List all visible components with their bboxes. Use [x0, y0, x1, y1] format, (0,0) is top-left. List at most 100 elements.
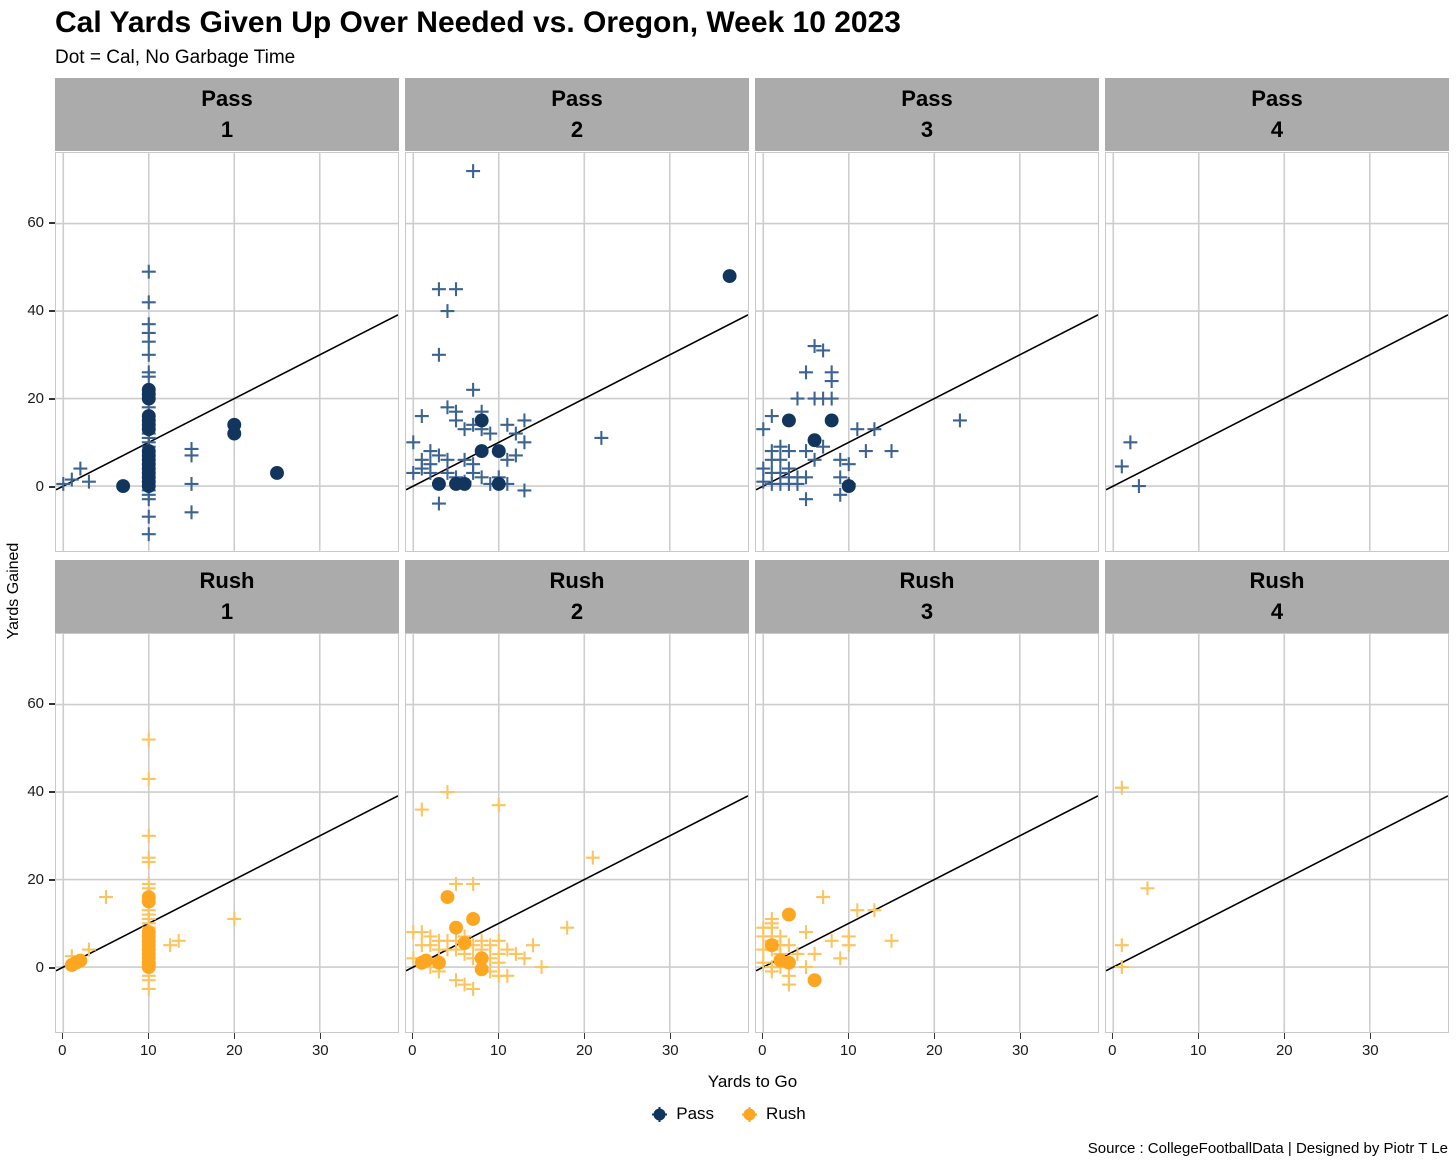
facet-down-label: 3	[920, 116, 934, 142]
cal-dot	[474, 444, 489, 459]
x-axis-title: Yards to Go	[707, 1072, 798, 1091]
play-cross	[1114, 780, 1129, 795]
x-axis-tick-label: 20	[225, 1042, 243, 1059]
play-cross	[884, 933, 899, 948]
facet-down-label: 1	[220, 598, 234, 624]
play-cross	[227, 912, 242, 926]
cal-dot	[491, 444, 506, 459]
legend-dot-glyph	[653, 1108, 666, 1120]
play-cross	[799, 470, 813, 485]
play-cross	[534, 960, 549, 975]
play-cross	[466, 164, 481, 179]
facet-down-label: 4	[1270, 116, 1284, 142]
play-cross	[423, 444, 438, 459]
play-cross	[517, 951, 532, 966]
facet-strip-pass-3: Pass 3	[755, 78, 1099, 151]
play-cross	[952, 413, 967, 428]
cal-dot	[474, 962, 489, 977]
play-cross	[81, 942, 96, 957]
play-cross	[1114, 459, 1129, 474]
facet-plot-pass-1	[56, 153, 398, 551]
play-cross	[449, 973, 463, 988]
cal-dot	[431, 955, 446, 970]
play-cross	[141, 492, 156, 507]
x-axis-tick-label: 30	[661, 1042, 679, 1059]
play-cross	[431, 448, 446, 463]
play-cross	[414, 461, 429, 476]
play-cross	[466, 982, 481, 996]
play-cross	[440, 400, 455, 415]
play-cross	[483, 938, 498, 953]
identity-line	[56, 314, 398, 491]
play-cross	[141, 772, 156, 786]
play-cross	[756, 461, 771, 476]
play-cross	[99, 890, 113, 905]
cal-dot	[73, 953, 88, 968]
y-axis-tick	[49, 486, 55, 488]
facet-group-label: Pass	[201, 86, 253, 112]
y-axis-tick	[49, 398, 55, 400]
play-cross	[858, 444, 873, 459]
play-cross	[799, 444, 813, 459]
play-cross	[64, 472, 79, 487]
cal-dot	[824, 413, 839, 428]
y-axis-tick-label: 0	[35, 477, 44, 495]
x-axis-tick-label: 10	[489, 1042, 507, 1059]
play-cross	[491, 798, 506, 813]
facet-plot-rush-1	[56, 634, 398, 1032]
cal-dot	[141, 960, 156, 975]
chart-title: Cal Yards Given Up Over Needed vs. Orego…	[55, 6, 901, 39]
cal-dot	[474, 413, 489, 428]
play-cross	[414, 409, 429, 424]
play-cross	[1131, 479, 1146, 494]
play-cross	[431, 347, 446, 362]
y-axis-tick	[49, 222, 55, 224]
play-cross	[457, 452, 472, 467]
facet-plot-rush-3	[756, 634, 1098, 1032]
cal-dot	[270, 466, 284, 480]
facet-group-label: Rush	[899, 568, 955, 594]
facet-panel-pass-4	[1105, 152, 1449, 552]
play-cross	[850, 903, 865, 918]
play-cross	[790, 476, 805, 491]
x-axis-tick	[669, 1033, 672, 1039]
play-cross	[466, 466, 481, 480]
play-cross	[474, 470, 489, 485]
play-cross	[824, 933, 839, 948]
x-axis-tick	[761, 1033, 764, 1039]
facet-panel-pass-1	[55, 152, 399, 552]
legend-marker-rush-icon	[742, 1106, 758, 1122]
play-cross	[1140, 881, 1155, 896]
play-cross	[141, 264, 156, 279]
play-cross	[141, 732, 156, 747]
facet-down-label: 4	[1270, 598, 1284, 624]
play-cross	[449, 877, 463, 891]
play-cross	[756, 955, 771, 970]
cal-dot	[449, 920, 463, 935]
play-cross	[585, 850, 600, 865]
x-axis-tick-label: 30	[311, 1042, 329, 1059]
play-cross	[184, 448, 199, 463]
play-cross	[799, 925, 813, 940]
facet-down-label: 3	[920, 598, 934, 624]
facet-plot-pass-2	[406, 153, 748, 551]
play-cross	[526, 938, 540, 953]
cal-dot	[781, 907, 796, 922]
facet-plot-rush-2	[406, 634, 748, 1032]
identity-line	[1106, 314, 1448, 491]
cal-dot	[466, 912, 481, 926]
play-cross	[184, 505, 199, 520]
play-cross	[517, 413, 532, 428]
play-cross	[594, 431, 609, 445]
play-cross	[466, 877, 481, 891]
identity-line	[56, 795, 398, 972]
x-axis-tick	[1111, 1033, 1114, 1039]
identity-line	[756, 314, 1098, 491]
identity-line	[406, 314, 748, 491]
play-cross	[1114, 938, 1129, 953]
play-cross	[449, 413, 463, 428]
facet-panel-rush-1	[55, 633, 399, 1033]
identity-line	[756, 795, 1098, 972]
cal-dot	[474, 951, 489, 966]
legend-label: Pass	[676, 1104, 715, 1123]
